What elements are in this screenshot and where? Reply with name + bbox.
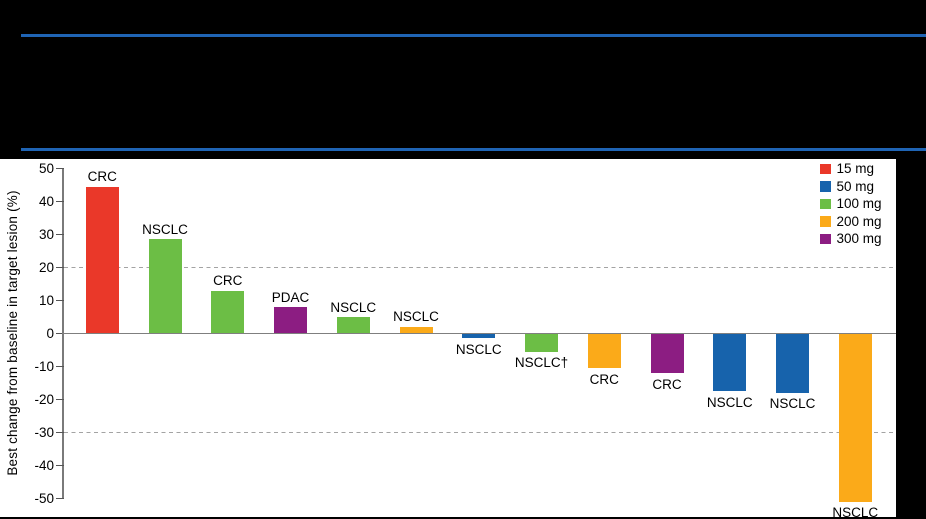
bar-CRC-200mg <box>587 333 621 369</box>
y-tick-label: -20 <box>34 391 54 407</box>
y-tick-mark <box>56 233 64 236</box>
legend-label: 50 mg <box>836 178 875 194</box>
bar-NSCLC-50mg <box>713 333 747 392</box>
y-tick-label: 20 <box>38 259 54 275</box>
legend-label: 15 mg <box>836 161 875 177</box>
bar-NSCLC-200mg <box>399 326 433 334</box>
bar-label: CRC <box>87 169 117 185</box>
dose-legend: 15 mg 50 mg 100 mg 200 mg 300 mg <box>820 160 882 248</box>
y-tick-mark <box>56 398 64 401</box>
bar-NSCLC-50mg <box>462 333 496 339</box>
y-tick-mark <box>56 365 64 368</box>
top-divider-rule <box>21 34 926 37</box>
y-tick-label: 40 <box>38 193 54 209</box>
bar-NSCLC-100mg <box>336 317 370 334</box>
bar-label: PDAC <box>271 289 310 305</box>
bar-label: CRC <box>213 273 243 289</box>
reference-line-20 <box>63 266 893 269</box>
y-tick-label: -10 <box>34 358 54 374</box>
y-tick-mark <box>56 200 64 203</box>
bar-label: CRC <box>652 376 682 392</box>
y-tick-mark <box>56 464 64 467</box>
y-tick-mark <box>56 431 64 434</box>
y-tick-mark <box>56 332 64 335</box>
bar-label: NSCLC <box>706 394 753 410</box>
bar-CRC-300mg <box>650 333 684 374</box>
y-tick-label: -50 <box>34 490 54 506</box>
y-tick-label: -40 <box>34 457 54 473</box>
y-tick-mark <box>56 299 64 302</box>
bar-label: NSCLC <box>330 299 377 315</box>
bar-NSCLC-100mg <box>525 333 559 352</box>
legend-label: 200 mg <box>836 213 882 229</box>
bar-NSCLC-100mg <box>148 239 182 334</box>
y-tick-label: 30 <box>38 226 54 242</box>
legend-label: 100 mg <box>836 196 882 212</box>
legend-item-100mg: 100 mg <box>820 195 882 213</box>
bar-label: NSCLC <box>769 396 816 412</box>
bar-CRC-15mg <box>85 186 119 334</box>
legend-swatch <box>820 233 831 244</box>
legend-swatch <box>820 181 831 192</box>
bottom-divider-rule <box>21 148 926 151</box>
bar-label: NSCLC <box>455 341 502 357</box>
bar-NSCLC-50mg <box>776 333 810 393</box>
legend-swatch <box>820 198 831 209</box>
y-tick-label: 0 <box>46 325 54 341</box>
legend-item-200mg: 200 mg <box>820 213 882 231</box>
bar-label: NSCLC <box>832 505 879 517</box>
bar-label: CRC <box>589 371 619 387</box>
bar-CRC-100mg <box>211 290 245 334</box>
zero-baseline <box>62 332 896 335</box>
bar-label: NSCLC† <box>514 355 569 371</box>
bar-PDAC-300mg <box>274 307 308 334</box>
bar-label: NSCLC <box>142 221 188 237</box>
legend-label: 300 mg <box>836 231 882 247</box>
legend-item-300mg: 300 mg <box>820 230 882 248</box>
legend-item-15mg: 15 mg <box>820 160 882 178</box>
y-tick-mark <box>56 497 64 500</box>
y-tick-mark <box>56 266 64 269</box>
bar-NSCLC-200mg <box>838 333 872 502</box>
y-tick-mark <box>56 167 64 170</box>
y-tick-label: 50 <box>38 160 54 176</box>
y-tick-label: 10 <box>38 292 54 308</box>
chart-panel: Best change from baseline in target lesi… <box>0 159 896 517</box>
legend-swatch <box>820 163 831 174</box>
reference-line--30 <box>63 431 893 434</box>
bar-label: NSCLC <box>393 309 439 325</box>
legend-item-50mg: 50 mg <box>820 178 882 196</box>
legend-swatch <box>820 216 831 227</box>
y-tick-label: -30 <box>34 424 54 440</box>
